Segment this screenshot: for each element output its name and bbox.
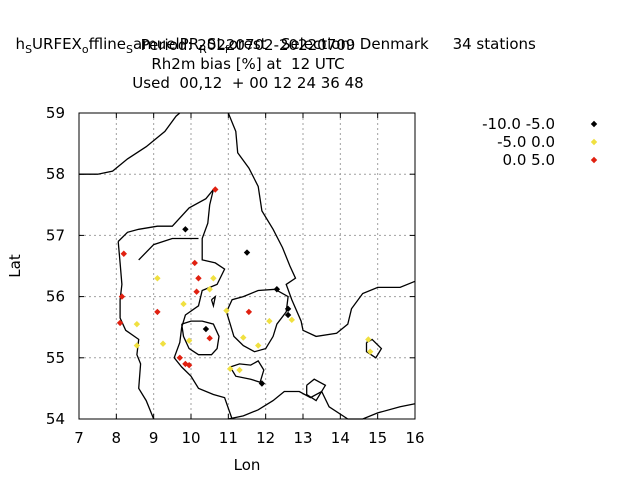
coastline-path bbox=[117, 241, 155, 420]
station-marker bbox=[273, 286, 281, 293]
station-marker bbox=[120, 250, 127, 257]
station-marker bbox=[191, 259, 198, 267]
experiment-name-subscript: S bbox=[125, 43, 133, 56]
x-tick-label: 9 bbox=[149, 429, 159, 447]
station-marker bbox=[365, 336, 372, 343]
x-tick-label: 12 bbox=[256, 429, 275, 447]
station-marker bbox=[367, 348, 374, 355]
coastline-path bbox=[227, 112, 416, 338]
experiment-name-subscript: R bbox=[199, 43, 207, 56]
experiment-name-subscript: S bbox=[25, 43, 33, 56]
experiment-name-part: orest bbox=[228, 35, 267, 53]
chart-title-line-1: hSURFEXofflineSamuelPRRSLforest Selectio… bbox=[6, 17, 536, 56]
station-marker bbox=[133, 342, 141, 349]
period-label: Period: 20220702-20220709 bbox=[140, 36, 356, 54]
station-marker bbox=[195, 275, 202, 282]
station-count: 34 stations bbox=[452, 35, 536, 53]
legend-label: -5.0 0.0 bbox=[497, 133, 555, 151]
station-marker bbox=[227, 365, 234, 373]
coastline-path bbox=[138, 237, 199, 261]
station-marker bbox=[240, 334, 247, 341]
y-tick-label: 56 bbox=[46, 288, 65, 306]
used-label: Used 00,12 + 00 12 24 36 48 bbox=[132, 74, 364, 92]
x-tick-label: 8 bbox=[112, 429, 122, 447]
x-tick-label: 11 bbox=[219, 429, 238, 447]
station-marker bbox=[180, 300, 187, 308]
y-tick-label: 59 bbox=[46, 104, 65, 122]
x-tick-label: 16 bbox=[405, 429, 424, 447]
station-marker bbox=[284, 305, 292, 313]
station-marker bbox=[255, 342, 262, 349]
legend-marker bbox=[590, 120, 598, 128]
experiment-name-part: SL bbox=[206, 35, 225, 53]
station-marker bbox=[266, 317, 273, 325]
coastline-path bbox=[306, 378, 327, 402]
coastline-path bbox=[117, 189, 233, 420]
station-marker bbox=[185, 361, 193, 369]
station-marker bbox=[154, 275, 161, 282]
x-tick-label: 13 bbox=[293, 429, 312, 447]
experiment-name-part: URFEX bbox=[32, 35, 82, 53]
station-marker bbox=[243, 249, 251, 256]
axis-ticks: 7 8 9 10 11 12 13 14 15 16 54 55 56 57 58 59 bbox=[46, 104, 425, 447]
experiment-name-part: h bbox=[15, 35, 26, 53]
station-marker bbox=[202, 325, 210, 333]
station-marker bbox=[133, 320, 141, 328]
station-marker bbox=[258, 380, 266, 387]
station-points bbox=[116, 186, 374, 387]
coastline-path bbox=[79, 112, 181, 175]
coastline-map bbox=[79, 112, 416, 420]
legend-marker bbox=[590, 156, 598, 164]
station-marker bbox=[284, 311, 292, 319]
y-tick-label: 54 bbox=[46, 410, 65, 428]
selection-label: Selection: Denmark bbox=[280, 35, 429, 53]
station-marker bbox=[288, 316, 295, 324]
experiment-name-subscript: f bbox=[224, 43, 229, 56]
station-marker bbox=[206, 286, 213, 293]
station-marker bbox=[236, 366, 243, 374]
station-marker bbox=[185, 337, 193, 344]
plot-frame bbox=[78, 112, 416, 420]
legend-label: 0.0 5.0 bbox=[503, 151, 555, 169]
x-tick-label: 7 bbox=[74, 429, 84, 447]
chart-subtitle-block: x Period: 20220702-20220709 Rh2m bias [%… bbox=[0, 17, 496, 93]
coastline-path bbox=[181, 320, 220, 356]
experiment-name-part: ffline bbox=[88, 35, 126, 53]
coastline-path bbox=[225, 288, 289, 353]
experiment-name: hSURFEXofflineSamuelPRRSLforest bbox=[15, 35, 267, 56]
experiment-name-subscript: o bbox=[81, 43, 89, 56]
y-tick-label: 57 bbox=[46, 226, 65, 244]
x-tick-label: 10 bbox=[181, 429, 200, 447]
experiment-name-part: amuelPR bbox=[132, 35, 200, 53]
legend-marker bbox=[590, 138, 598, 146]
coastline-path bbox=[365, 338, 383, 359]
y-axis-label: Lat bbox=[6, 254, 24, 278]
station-marker bbox=[206, 335, 213, 342]
x-tick-label: 15 bbox=[368, 429, 387, 447]
y-tick-label: 58 bbox=[46, 165, 65, 183]
grid-lines bbox=[79, 113, 415, 419]
coastline-path bbox=[229, 360, 265, 384]
station-marker bbox=[223, 307, 230, 314]
station-marker bbox=[210, 275, 217, 282]
x-axis-label: Lon bbox=[234, 456, 261, 474]
station-marker bbox=[118, 293, 126, 300]
station-marker bbox=[193, 288, 200, 295]
station-marker bbox=[154, 308, 161, 316]
station-marker bbox=[159, 340, 167, 347]
station-marker bbox=[116, 319, 124, 327]
legend-label: -10.0 -5.0 bbox=[482, 115, 555, 133]
coastline-path bbox=[210, 294, 217, 309]
legend: -10.0 -5.0-5.0 0.00.0 5.0 bbox=[482, 115, 598, 169]
station-marker bbox=[176, 354, 183, 361]
station-marker bbox=[212, 186, 219, 193]
y-tick-label: 55 bbox=[46, 349, 65, 367]
x-tick-label: 14 bbox=[331, 429, 350, 447]
variable-label: Rh2m bias [%] at 12 UTC bbox=[151, 55, 345, 73]
coastline-path bbox=[228, 390, 416, 420]
station-marker bbox=[245, 308, 253, 316]
station-marker bbox=[182, 226, 189, 233]
